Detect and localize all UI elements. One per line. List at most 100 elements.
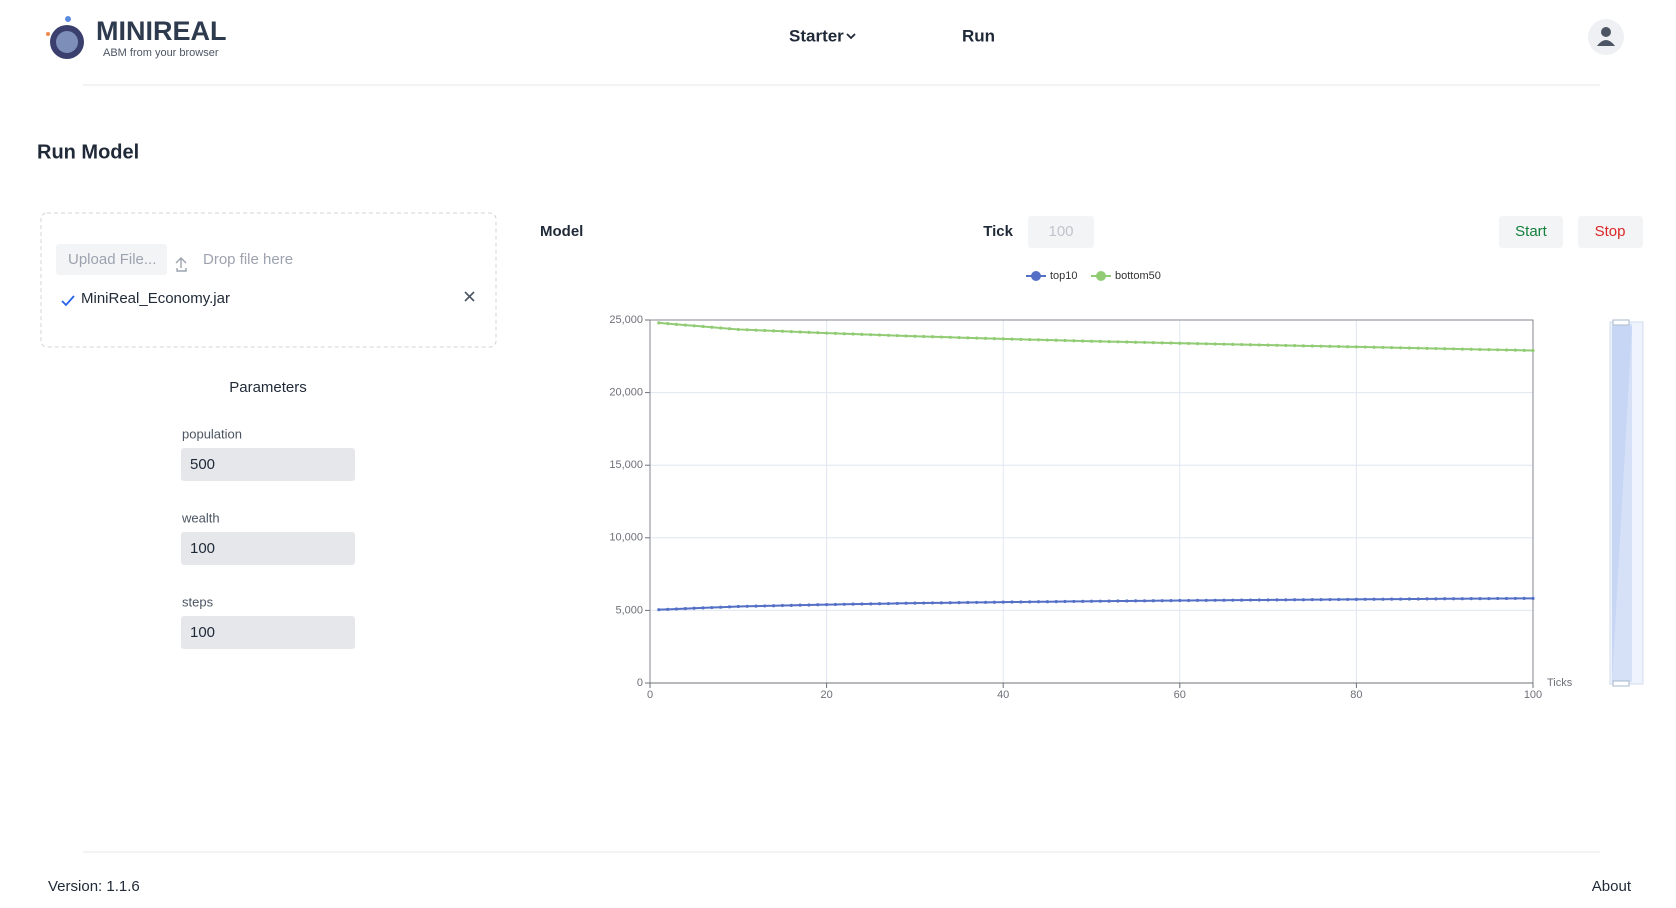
series-line: [658, 597, 1534, 611]
data-point: [1513, 596, 1517, 601]
data-point: [975, 600, 979, 605]
data-point: [1425, 346, 1429, 350]
data-point: [1398, 597, 1403, 601]
zoom-handle[interactable]: [1612, 319, 1630, 326]
data-point: [1487, 596, 1491, 601]
data-point: [727, 327, 732, 331]
data-point: [1107, 340, 1111, 344]
data-point: [877, 333, 882, 337]
data-point: [1116, 599, 1120, 603]
legend-label[interactable]: top10: [1050, 270, 1078, 282]
data-point: [1363, 597, 1367, 601]
data-point: [1134, 599, 1138, 603]
data-point: [948, 335, 952, 339]
data-point: [904, 601, 908, 605]
data-point: [1125, 340, 1129, 344]
data-point: [1284, 343, 1288, 348]
data-point: [692, 606, 696, 610]
data-point: [886, 601, 891, 606]
data-point: [1063, 599, 1067, 604]
data-point: [1469, 597, 1473, 601]
legend-marker[interactable]: [1096, 271, 1106, 281]
data-point: [1443, 347, 1447, 351]
data-point: [1151, 341, 1155, 345]
x-axis-label: Ticks: [1547, 677, 1573, 689]
data-point: [895, 601, 899, 606]
data-point: [1425, 597, 1429, 601]
nav-item[interactable]: Starter: [789, 26, 844, 45]
data-point: [1019, 600, 1023, 604]
chart: 0 5,000 10,000 15,000 20,000 25,000 0 20 40 60 80 1…: [609, 270, 1572, 701]
upload-button[interactable]: [56, 244, 167, 275]
data-point: [1098, 339, 1102, 344]
tick-input-placeholder[interactable]: 100: [1048, 223, 1073, 240]
logo-text: MINIREAL: [96, 16, 227, 46]
y-tick-label: 25,000: [609, 314, 643, 326]
data-point: [1134, 340, 1138, 344]
data-point: [1531, 596, 1535, 600]
data-point: [1292, 598, 1297, 602]
data-point: [789, 330, 793, 334]
data-point: [833, 602, 838, 607]
data-point: [1098, 599, 1102, 603]
legend-marker[interactable]: [1031, 271, 1041, 281]
legend-label[interactable]: bottom50: [1115, 270, 1161, 282]
data-point: [1275, 598, 1279, 602]
data-point: [1036, 600, 1041, 604]
data-point: [754, 604, 758, 608]
param-input[interactable]: [181, 616, 355, 649]
data-point: [1416, 597, 1420, 601]
data-point: [657, 321, 661, 325]
start-button[interactable]: [1499, 216, 1563, 248]
data-point: [1151, 599, 1155, 603]
data-point: [1513, 348, 1517, 352]
data-point: [825, 602, 829, 607]
data-point: [1434, 346, 1438, 351]
start-button-label[interactable]: Start: [1515, 223, 1548, 240]
logo-dot: [46, 32, 50, 36]
data-point: [1089, 599, 1094, 603]
data-point: [1107, 599, 1111, 603]
data-point: [1354, 345, 1358, 349]
data-point: [807, 603, 811, 607]
data-point: [657, 608, 661, 612]
remove-file[interactable]: [464, 291, 475, 302]
data-point: [948, 601, 952, 605]
data-point: [1142, 599, 1147, 603]
about-link[interactable]: About: [1592, 878, 1632, 895]
stop-button[interactable]: [1578, 216, 1643, 248]
zoom-handle[interactable]: [1612, 680, 1630, 687]
model-label: Model: [540, 223, 583, 240]
upload-button-label[interactable]: Upload File...: [68, 251, 156, 268]
stop-button-label[interactable]: Stop: [1595, 223, 1626, 240]
zoom-range[interactable]: [1612, 324, 1632, 682]
data-point: [798, 330, 802, 334]
data-point: [1496, 596, 1500, 601]
data-point: [1284, 598, 1288, 602]
upload-box[interactable]: [40, 212, 497, 348]
data-point: [1301, 344, 1306, 348]
data-point: [1301, 598, 1306, 602]
data-point: [745, 604, 749, 608]
param-label: steps: [182, 594, 214, 609]
data-point: [825, 331, 829, 335]
data-point: [886, 333, 891, 337]
data-point: [922, 334, 926, 339]
data-point: [922, 601, 926, 605]
data-point: [1381, 345, 1385, 350]
data-point: [913, 601, 917, 605]
data-point: [1019, 337, 1023, 341]
data-point: [1160, 341, 1164, 345]
data-point: [780, 329, 785, 333]
tick-input[interactable]: [1028, 216, 1094, 248]
nav-item[interactable]: Run: [962, 26, 995, 45]
param-input[interactable]: [181, 532, 355, 565]
param-value[interactable]: 500: [190, 456, 215, 473]
data-point: [1010, 337, 1014, 341]
data-point: [1292, 344, 1297, 348]
param-value[interactable]: 100: [190, 540, 215, 557]
param-input[interactable]: [181, 448, 355, 481]
data-point: [1416, 346, 1420, 350]
param-value[interactable]: 100: [190, 624, 215, 641]
nav-chevron[interactable]: [846, 33, 856, 40]
